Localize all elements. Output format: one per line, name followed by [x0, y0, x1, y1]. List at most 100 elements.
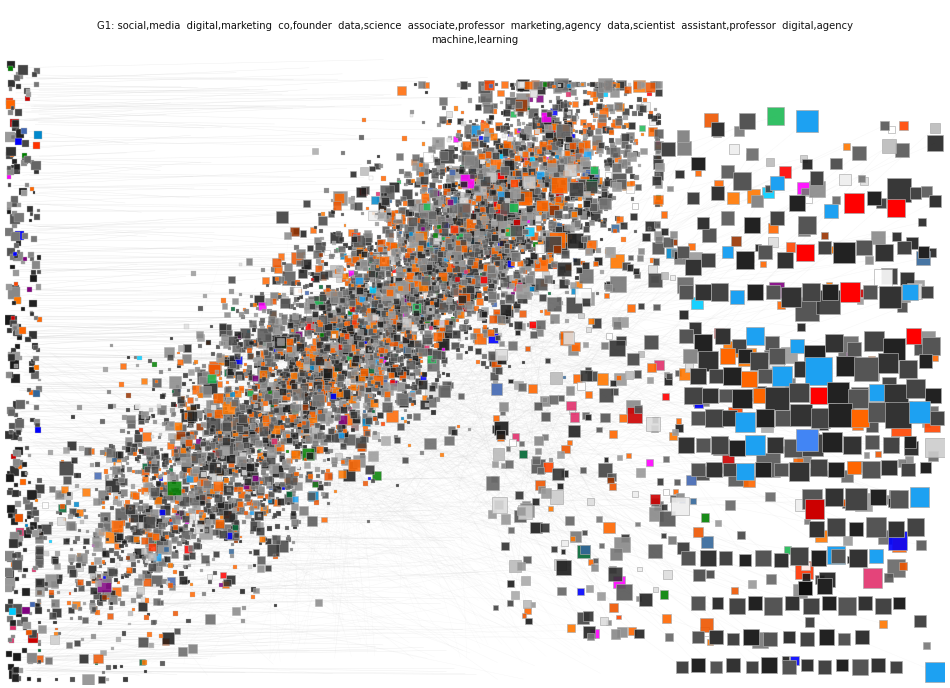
Bar	[416, 216, 420, 219]
Bar	[501, 280, 504, 283]
Bar	[383, 283, 387, 287]
Bar	[364, 321, 368, 325]
Bar	[461, 230, 465, 234]
Bar	[393, 220, 396, 223]
Bar	[447, 272, 451, 277]
Bar	[504, 281, 509, 286]
Bar	[523, 175, 526, 178]
Bar	[216, 502, 219, 506]
Bar	[234, 530, 237, 533]
Bar	[331, 297, 335, 302]
Bar	[593, 83, 597, 87]
Bar	[13, 653, 21, 660]
Bar	[235, 539, 238, 543]
Bar	[348, 229, 354, 236]
Bar	[497, 195, 500, 197]
Bar	[591, 187, 595, 191]
Bar	[466, 275, 469, 279]
Bar	[433, 196, 443, 206]
Bar	[12, 301, 16, 305]
Bar	[590, 108, 595, 114]
Bar	[502, 255, 509, 264]
Bar	[338, 354, 345, 361]
Bar	[200, 455, 204, 460]
Bar	[541, 488, 551, 498]
Bar	[156, 380, 159, 383]
Bar	[196, 510, 200, 514]
Bar	[531, 284, 539, 291]
Bar	[369, 350, 372, 353]
Bar	[455, 310, 459, 314]
Bar	[412, 204, 416, 208]
Bar	[436, 170, 441, 175]
Bar	[421, 276, 430, 285]
Bar	[283, 343, 286, 345]
Bar	[650, 494, 660, 504]
Bar	[167, 354, 173, 360]
Bar	[563, 116, 567, 120]
Bar	[497, 182, 503, 187]
Bar	[523, 190, 529, 196]
Bar	[469, 219, 473, 224]
Bar	[466, 325, 471, 330]
Bar	[114, 551, 119, 556]
Bar	[472, 123, 476, 127]
Bar	[255, 463, 258, 467]
Bar	[221, 471, 226, 476]
Bar	[139, 470, 142, 474]
Bar	[608, 567, 622, 581]
Bar	[636, 103, 643, 110]
Bar	[436, 216, 441, 221]
Bar	[800, 155, 807, 162]
Bar	[352, 326, 356, 331]
Bar	[736, 462, 754, 480]
Bar	[890, 490, 907, 508]
Bar	[348, 382, 353, 387]
Bar	[34, 517, 39, 522]
Bar	[207, 442, 210, 445]
Bar	[214, 436, 218, 441]
Bar	[75, 513, 79, 517]
Bar	[562, 126, 573, 136]
Bar	[158, 522, 165, 529]
Bar	[408, 283, 411, 287]
Bar	[477, 150, 480, 153]
Bar	[30, 526, 34, 530]
Bar	[252, 595, 256, 599]
Bar	[509, 203, 519, 212]
Bar	[525, 125, 530, 128]
Bar	[392, 344, 399, 350]
Bar	[410, 272, 413, 275]
Bar	[228, 462, 234, 467]
Bar	[383, 371, 388, 375]
Bar	[407, 334, 411, 338]
Bar	[656, 141, 660, 144]
Bar	[275, 384, 279, 389]
Bar	[580, 157, 589, 166]
Bar	[420, 374, 426, 380]
Bar	[384, 296, 389, 301]
Bar	[560, 237, 568, 244]
Bar	[168, 563, 173, 568]
Bar	[184, 524, 188, 528]
Bar	[310, 387, 314, 391]
Bar	[405, 208, 412, 215]
Bar	[457, 264, 465, 272]
Bar	[553, 152, 556, 155]
Bar	[481, 191, 485, 196]
Bar	[559, 199, 561, 202]
Bar	[535, 120, 538, 123]
Bar	[512, 177, 519, 184]
Bar	[79, 616, 83, 621]
Bar	[232, 469, 235, 472]
Bar	[518, 275, 522, 279]
Bar	[259, 458, 264, 463]
Bar	[463, 237, 467, 242]
Bar	[255, 478, 257, 481]
Bar	[866, 420, 878, 432]
Bar	[310, 379, 314, 384]
Bar	[224, 487, 230, 493]
Bar	[395, 301, 401, 305]
Bar	[376, 313, 381, 316]
Bar	[663, 570, 672, 579]
